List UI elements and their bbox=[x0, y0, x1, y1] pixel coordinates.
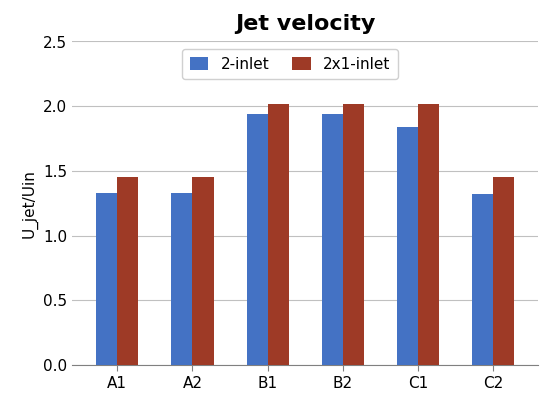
Bar bbox=[472, 194, 493, 365]
Bar bbox=[268, 104, 289, 365]
Legend: 2-inlet, 2x1-inlet: 2-inlet, 2x1-inlet bbox=[183, 49, 398, 79]
Bar bbox=[418, 104, 439, 365]
Bar bbox=[117, 178, 138, 365]
Bar bbox=[246, 114, 268, 365]
Bar bbox=[493, 178, 514, 365]
Bar bbox=[96, 193, 117, 365]
Bar bbox=[397, 127, 418, 365]
Bar bbox=[322, 114, 343, 365]
Title: Jet velocity: Jet velocity bbox=[235, 15, 375, 34]
Y-axis label: U_jet/Uin: U_jet/Uin bbox=[22, 169, 38, 238]
Bar bbox=[343, 104, 364, 365]
Bar bbox=[171, 193, 193, 365]
Bar bbox=[193, 178, 214, 365]
